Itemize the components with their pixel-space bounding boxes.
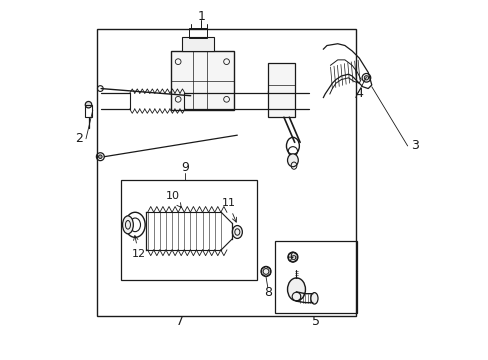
Text: 9: 9 [181,161,189,174]
Bar [97,30,355,316]
Text: 5: 5 [311,315,320,328]
Bar [171,51,233,110]
Text: 3: 3 [410,139,418,152]
Ellipse shape [261,266,270,276]
Text: 11: 11 [221,198,236,222]
Ellipse shape [232,226,242,238]
Text: 8: 8 [263,287,271,300]
Text: 6: 6 [287,252,296,262]
Ellipse shape [287,154,298,167]
Ellipse shape [310,293,317,304]
Text: 2: 2 [76,132,83,145]
Ellipse shape [85,102,92,108]
Bar [267,63,294,117]
Bar [85,105,92,117]
Bar [121,180,257,280]
Text: 10: 10 [165,191,181,207]
Text: 4: 4 [355,87,363,100]
Ellipse shape [287,252,297,262]
Ellipse shape [99,155,102,158]
Text: 7: 7 [176,315,183,328]
Ellipse shape [364,76,368,80]
Bar [182,37,214,51]
Text: 1: 1 [197,10,205,23]
Ellipse shape [122,216,133,234]
Text: 12: 12 [131,236,145,258]
Ellipse shape [287,278,305,301]
Bar [188,28,206,39]
Bar [274,241,357,313]
Ellipse shape [268,83,288,101]
